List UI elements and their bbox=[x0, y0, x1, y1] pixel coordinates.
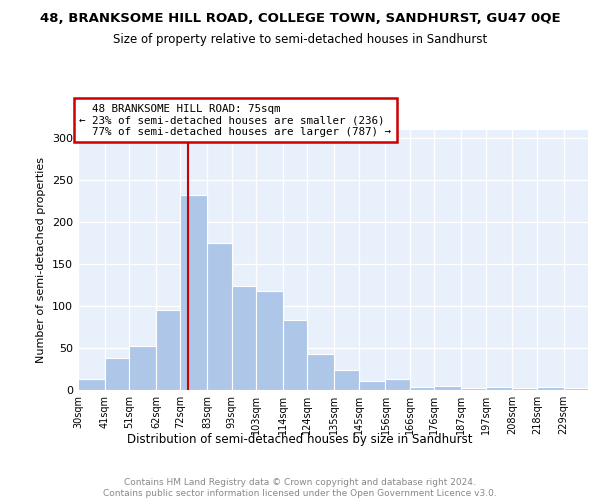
Bar bbox=[485, 388, 512, 390]
Bar bbox=[78, 379, 105, 390]
Bar bbox=[385, 379, 410, 390]
Bar bbox=[208, 243, 232, 390]
Bar bbox=[181, 196, 208, 390]
Bar bbox=[156, 310, 181, 390]
Bar bbox=[359, 381, 385, 390]
Text: 48 BRANKSOME HILL ROAD: 75sqm
← 23% of semi-detached houses are smaller (236)
  : 48 BRANKSOME HILL ROAD: 75sqm ← 23% of s… bbox=[79, 104, 391, 136]
Bar bbox=[537, 388, 563, 390]
Bar bbox=[283, 320, 307, 390]
Bar bbox=[307, 354, 334, 390]
Bar bbox=[334, 370, 359, 390]
Bar bbox=[256, 291, 283, 390]
Bar bbox=[434, 386, 461, 390]
Y-axis label: Number of semi-detached properties: Number of semi-detached properties bbox=[37, 157, 46, 363]
Text: Distribution of semi-detached houses by size in Sandhurst: Distribution of semi-detached houses by … bbox=[127, 432, 473, 446]
Text: 48, BRANKSOME HILL ROAD, COLLEGE TOWN, SANDHURST, GU47 0QE: 48, BRANKSOME HILL ROAD, COLLEGE TOWN, S… bbox=[40, 12, 560, 26]
Bar bbox=[129, 346, 156, 390]
Bar bbox=[105, 358, 129, 390]
Text: Size of property relative to semi-detached houses in Sandhurst: Size of property relative to semi-detach… bbox=[113, 32, 487, 46]
Bar bbox=[461, 388, 485, 390]
Text: Contains HM Land Registry data © Crown copyright and database right 2024.
Contai: Contains HM Land Registry data © Crown c… bbox=[103, 478, 497, 498]
Bar bbox=[512, 388, 537, 390]
Bar bbox=[563, 388, 588, 390]
Bar bbox=[232, 286, 256, 390]
Bar bbox=[410, 388, 434, 390]
